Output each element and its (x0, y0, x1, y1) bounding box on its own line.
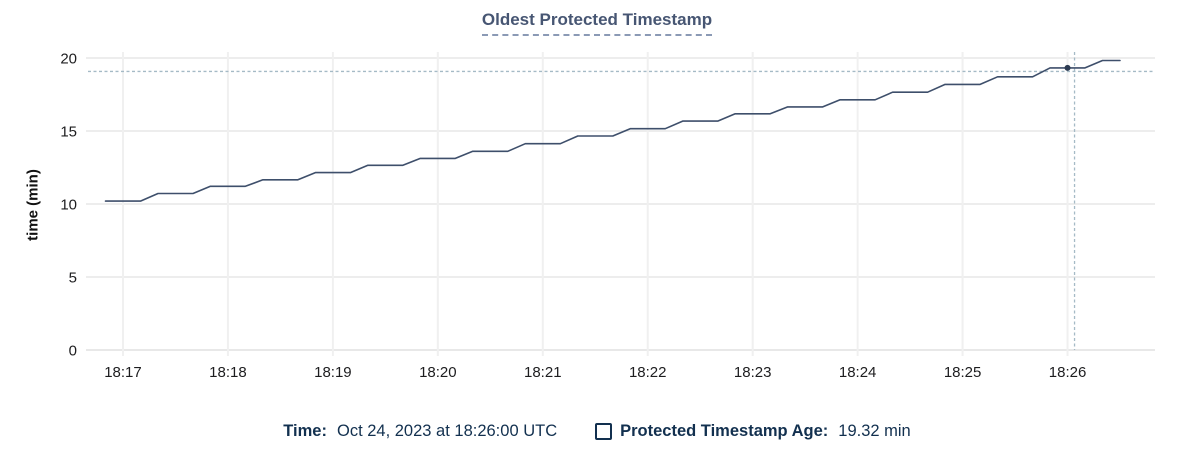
x-tick-label: 18:21 (524, 364, 562, 381)
y-tick-label: 5 (69, 270, 77, 287)
line-chart-plot[interactable]: 0 5 10 15 20 18:17 18:18 18:19 18:20 18:21 18:22 18… (0, 0, 1194, 402)
x-tick-label: 18:25 (944, 364, 982, 381)
chart-title[interactable]: Oldest Protected Timestamp (481, 10, 713, 36)
x-tick-label: 18:24 (839, 364, 877, 381)
x-tick-label: 18:18 (209, 364, 247, 381)
legend-series-label: Protected Timestamp Age: (620, 422, 829, 440)
x-tick-label: 18:17 (104, 364, 142, 381)
y-tick-label: 10 (60, 197, 77, 214)
x-tick-label: 18:23 (734, 364, 772, 381)
checkbox-unchecked-icon[interactable] (595, 422, 613, 440)
x-tick-label: 18:20 (419, 364, 457, 381)
y-tick-label: 0 (69, 343, 77, 360)
chart-legend: Time: Oct 24, 2023 at 18:26:00 UTC Prote… (0, 421, 1194, 441)
x-tick-label: 18:22 (629, 364, 667, 381)
legend-time-label: Time: (283, 422, 327, 440)
series-line (104, 59, 1121, 202)
y-tick-label: 20 (60, 51, 77, 68)
chart-header: Oldest Protected Timestamp (0, 10, 1194, 36)
legend-time-value: Oct 24, 2023 at 18:26:00 UTC (336, 422, 558, 440)
legend-series-value: 19.32 min (838, 422, 911, 440)
x-tick-label: 18:26 (1049, 364, 1087, 381)
x-tick-label: 18:19 (314, 364, 352, 381)
highlight-point (1064, 64, 1071, 71)
y-tick-label: 15 (60, 124, 77, 141)
